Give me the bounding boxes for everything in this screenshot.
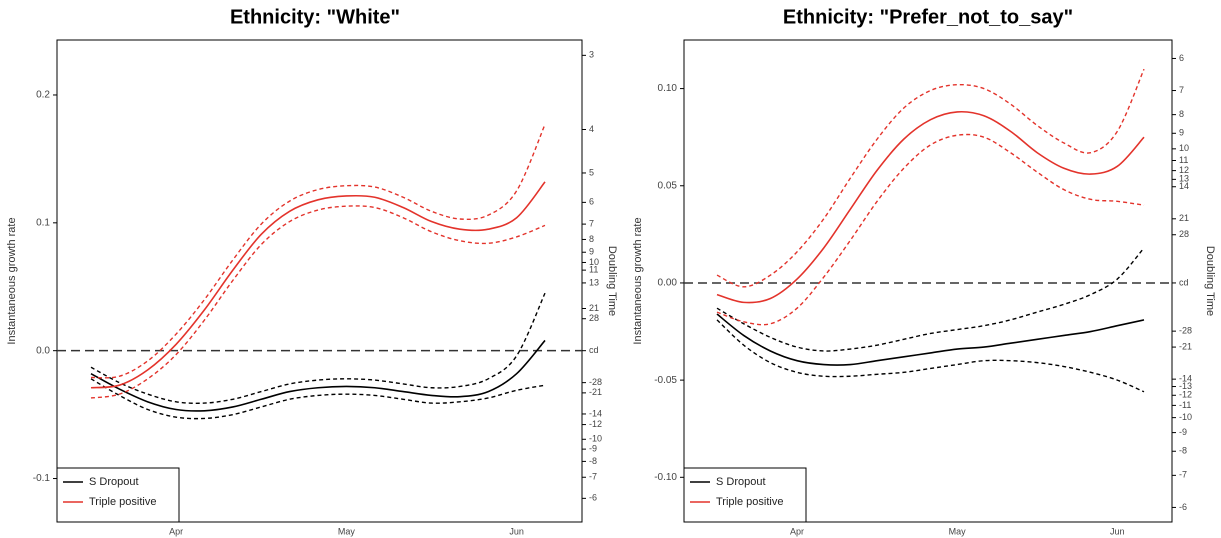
y2-tick-label: -8 (589, 456, 597, 466)
legend-label: Triple positive (89, 496, 156, 508)
y2-tick-label: 6 (589, 197, 594, 207)
y-tick-label: -0.1 (33, 473, 51, 484)
y2-tick-label: 21 (589, 303, 599, 313)
y-tick-label: -0.10 (654, 472, 677, 483)
y2-tick-label: 12 (1179, 165, 1189, 175)
x-tick-label: Jun (1110, 526, 1125, 536)
y2-tick-label: -28 (1179, 326, 1192, 336)
chart-title: Ethnicity: "Prefer_not_to_say" (783, 6, 1073, 28)
x-tick-label: Apr (790, 526, 804, 536)
y-tick-label: 0.10 (658, 83, 678, 94)
y2-tick-label: -11 (1179, 400, 1191, 410)
series-line (716, 110, 1145, 304)
y2-tick-label: 7 (1179, 85, 1184, 95)
legend-label: S Dropout (89, 476, 139, 488)
series-line (716, 313, 1145, 366)
y2-tick-label: cd (1179, 277, 1189, 287)
ci-line (716, 133, 1145, 326)
ci-line (90, 378, 546, 420)
x-tick-label: Jun (509, 526, 524, 536)
plot-frame (56, 39, 583, 523)
y2-tick-label: -8 (1179, 446, 1187, 456)
ci-line (716, 68, 1145, 288)
y-tick-label: 0.2 (36, 90, 50, 101)
series-line (90, 181, 546, 389)
y2-tick-label: -10 (1179, 412, 1192, 422)
series-line (90, 339, 546, 412)
y2-tick-label: -28 (589, 377, 602, 387)
y2-tick-label: 28 (1179, 229, 1189, 239)
y-tick-label: 0.1 (36, 217, 50, 228)
y2-tick-label: 5 (589, 167, 594, 177)
y2-tick-label: -6 (589, 493, 597, 503)
y2-tick-label: -14 (1179, 374, 1192, 384)
y2-tick-label: 14 (1179, 181, 1189, 191)
y2-tick-label: 11 (589, 265, 598, 275)
ci-line (716, 319, 1145, 393)
plot-frame (683, 39, 1173, 523)
y2-axis-label: Doubling Time (1204, 246, 1216, 316)
y-tick-label: 0.00 (658, 278, 678, 289)
x-tick-label: May (949, 526, 967, 536)
y2-tick-label: -7 (1179, 470, 1187, 480)
y2-tick-label: 9 (589, 247, 594, 257)
legend-box (683, 467, 807, 523)
y2-tick-label: 21 (1179, 213, 1189, 223)
y2-tick-label: -12 (1179, 390, 1192, 400)
y-tick-label: -0.05 (654, 375, 677, 386)
y-axis-label: Instantaneous growth rate (6, 217, 18, 344)
y2-tick-label: 10 (589, 257, 599, 267)
x-tick-label: May (338, 526, 356, 536)
y2-tick-label: -13 (1179, 381, 1192, 391)
y2-tick-label: 10 (1179, 143, 1189, 153)
y2-tick-label: 9 (1179, 128, 1184, 138)
legend-label: S Dropout (716, 476, 766, 488)
y2-tick-label: -7 (589, 472, 597, 482)
y2-tick-label: 13 (589, 277, 599, 287)
y2-axis-label: Doubling Time (606, 246, 618, 316)
y2-tick-label: -14 (589, 408, 602, 418)
y-tick-label: 0.05 (658, 180, 678, 191)
y2-tick-label: -6 (1179, 502, 1187, 512)
legend-box (56, 467, 180, 523)
y2-tick-label: -12 (589, 419, 602, 429)
y-axis-label: Instantaneous growth rate (632, 217, 644, 344)
y2-tick-label: 13 (1179, 174, 1189, 184)
y-tick-label: 0.0 (36, 345, 50, 356)
y2-tick-label: -21 (1179, 341, 1192, 351)
y2-tick-label: 8 (589, 234, 594, 244)
x-tick-label: Apr (169, 526, 183, 536)
y2-tick-label: 11 (1179, 155, 1188, 165)
ci-line (90, 205, 546, 399)
y2-tick-label: -21 (589, 387, 602, 397)
y2-tick-label: 3 (589, 50, 594, 60)
y2-tick-label: 28 (589, 313, 599, 323)
y2-tick-label: 8 (1179, 109, 1184, 119)
y2-tick-label: -10 (589, 434, 602, 444)
y2-tick-label: 7 (589, 218, 594, 228)
ci-line (716, 247, 1145, 352)
y2-tick-label: 6 (1179, 53, 1184, 63)
chart-title: Ethnicity: "White" (230, 6, 400, 28)
y2-tick-label: -9 (1179, 427, 1187, 437)
legend-label: Triple positive (716, 496, 783, 508)
y2-tick-label: 4 (589, 124, 594, 134)
y2-tick-label: cd (589, 345, 599, 355)
y2-tick-label: -9 (589, 443, 597, 453)
ci-line (90, 124, 546, 379)
ci-line (90, 292, 546, 404)
